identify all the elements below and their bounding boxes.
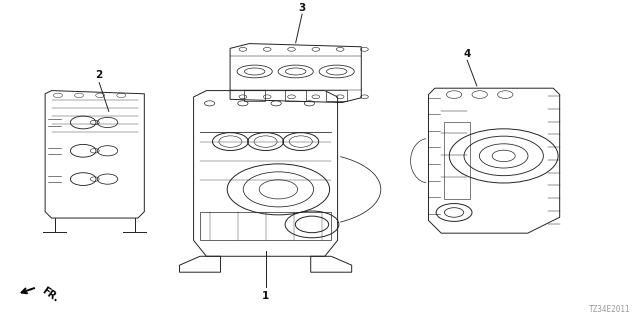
Text: 3: 3 [298,3,306,12]
Text: FR.: FR. [40,286,61,304]
Bar [244,90,265,101]
Text: 4: 4 [463,49,471,59]
Bar [285,90,306,101]
Bar [326,90,347,101]
Text: 2: 2 [95,70,103,80]
Text: TZ34E2011: TZ34E2011 [589,305,630,314]
Text: 1: 1 [262,291,269,301]
